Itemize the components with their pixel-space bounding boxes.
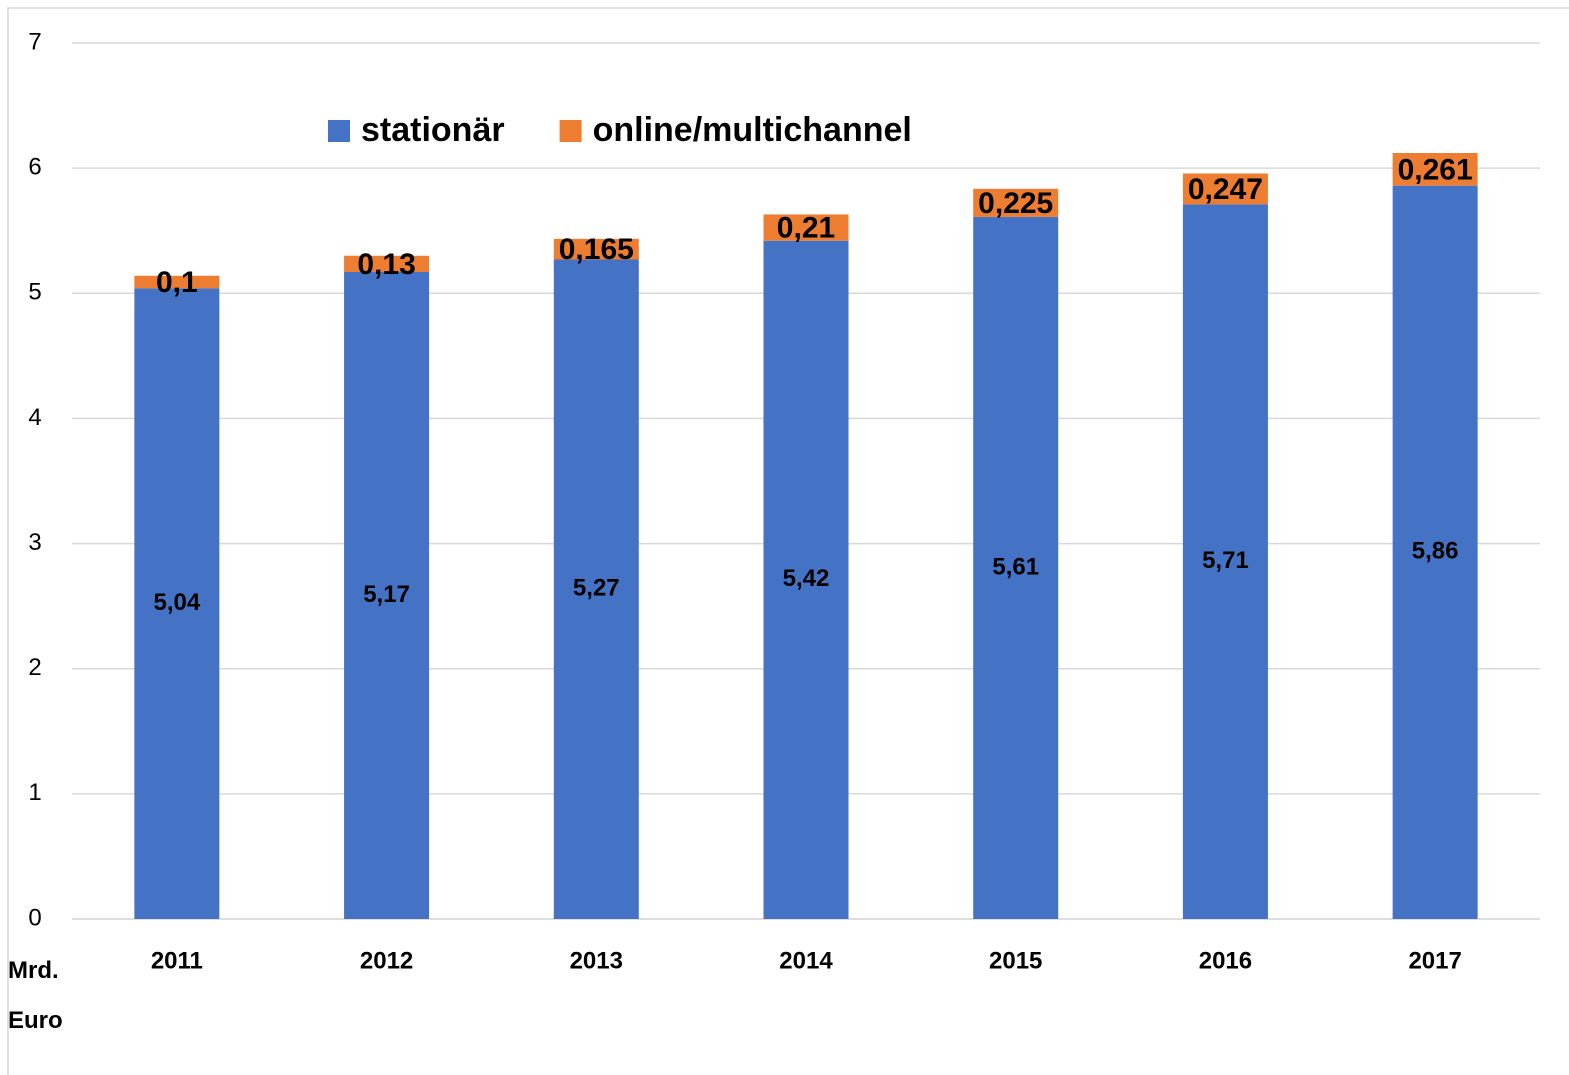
legend-swatch [328,120,350,142]
x-tick-label: 2017 [1408,947,1461,974]
data-label: 5,17 [363,581,410,608]
y-tick-label: 7 [28,28,41,55]
bar-segment [553,259,639,919]
bar-segment [134,288,220,919]
data-label: 0,225 [978,187,1053,220]
data-label: 5,61 [992,553,1039,580]
data-label: 5,86 [1412,538,1459,565]
data-label: 0,21 [777,212,835,245]
y-tick-label: 2 [28,654,41,681]
data-label: 0,247 [1188,173,1263,206]
data-label: 5,27 [573,575,620,602]
bar-segment [763,214,849,241]
legend-swatch [559,120,582,142]
bar-segment [1392,153,1478,186]
data-label: 0,261 [1398,153,1473,186]
y-tick-label: 5 [28,279,41,306]
bar-segment [1182,204,1268,920]
bar-segment [1182,173,1268,205]
x-tick-label: 2012 [360,947,413,974]
x-tick-label: 2015 [989,947,1042,974]
y-tick-label: 6 [28,153,41,180]
bar-segment [973,188,1059,217]
data-label: 5,04 [153,589,200,616]
x-tick-label: 2011 [151,947,203,974]
y-tick-label: 0 [28,904,41,931]
legend-label: stationär [361,111,505,149]
bar-segment [553,238,639,260]
bar-segment [1392,185,1478,920]
data-label: 5,42 [783,565,830,592]
data-label: 0,165 [559,233,634,266]
data-label: 5,71 [1202,547,1249,574]
bar-segment [134,275,220,289]
x-tick-label: 2016 [1199,947,1252,974]
y-tick-label: 1 [28,779,41,806]
y-tick-label: 3 [28,529,41,556]
bar-segment [763,240,849,919]
x-tick-label: 2013 [570,947,623,974]
y-tick-label: 4 [28,404,41,431]
bar-segment [973,216,1059,919]
chart-frame [7,7,1569,1075]
data-label: 0,1 [156,266,198,299]
bar-segment [344,272,430,919]
bar-segment [344,255,430,273]
legend-label: online/multichannel [593,111,912,149]
y-axis-label: Mrd. Euro [8,957,63,1034]
x-tick-label: 2014 [779,947,833,974]
data-label: 0,13 [357,248,415,281]
